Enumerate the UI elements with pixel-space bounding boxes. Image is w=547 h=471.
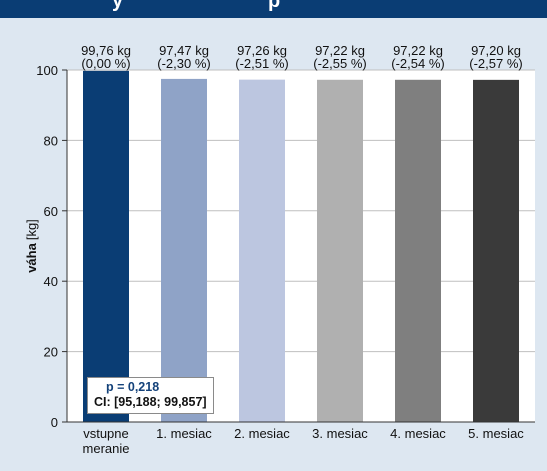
bar-value-label: 97,26 kg (237, 43, 287, 58)
title-bar: y p (0, 0, 547, 18)
x-category-label: 2. mesiac (234, 426, 290, 441)
bar-value-label: 97,22 kg (393, 43, 443, 58)
bar-change-label: (-2,54 %) (391, 56, 444, 71)
bar-change-label: (-2,55 %) (313, 56, 366, 71)
x-category-label: 3. mesiac (312, 426, 368, 441)
y-tick-label: 60 (44, 204, 58, 219)
confidence-interval-text: CI: [95,188; 99,857] (94, 395, 207, 409)
bar-value-label: 97,47 kg (159, 43, 209, 58)
x-category-label: 1. mesiac (156, 426, 212, 441)
y-axis-label-unit: [kg] (24, 219, 39, 240)
title-fragment-2: p (268, 0, 281, 12)
plot-area (67, 70, 535, 422)
statistics-box: p = 0,218 CI: [95,188; 99,857] (87, 377, 214, 414)
y-tick-label: 0 (51, 415, 58, 430)
y-tick-label: 80 (44, 133, 58, 148)
x-category-label: 4. mesiac (390, 426, 446, 441)
bar-value-label: 97,22 kg (315, 43, 365, 58)
x-category-label: vstupne (83, 426, 129, 441)
y-tick-label: 100 (36, 63, 58, 78)
y-axis-label: váha [kg] (24, 219, 39, 273)
y-tick-label: 40 (44, 274, 58, 289)
bar-value-label: 97,20 kg (471, 43, 521, 58)
x-category-label: 5. mesiac (468, 426, 524, 441)
bar (473, 79, 519, 422)
x-category-label: meranie (83, 441, 130, 456)
bar (161, 78, 207, 422)
title-fragment-1: y (112, 0, 124, 12)
y-axis-label-bold: váha (24, 242, 39, 272)
p-value-text: p = 0,218 (106, 380, 160, 394)
bar (239, 79, 285, 422)
bar (395, 79, 441, 423)
bar-value-label: 99,76 kg (81, 43, 131, 58)
bar-change-label: (-2,51 %) (235, 56, 288, 71)
bar-change-label: (0,00 %) (81, 56, 130, 71)
bar (317, 79, 363, 423)
bar-change-label: (-2,30 %) (157, 56, 210, 71)
bar (83, 70, 129, 423)
bar-change-label: (-2,57 %) (469, 56, 522, 71)
y-tick-label: 20 (44, 345, 58, 360)
